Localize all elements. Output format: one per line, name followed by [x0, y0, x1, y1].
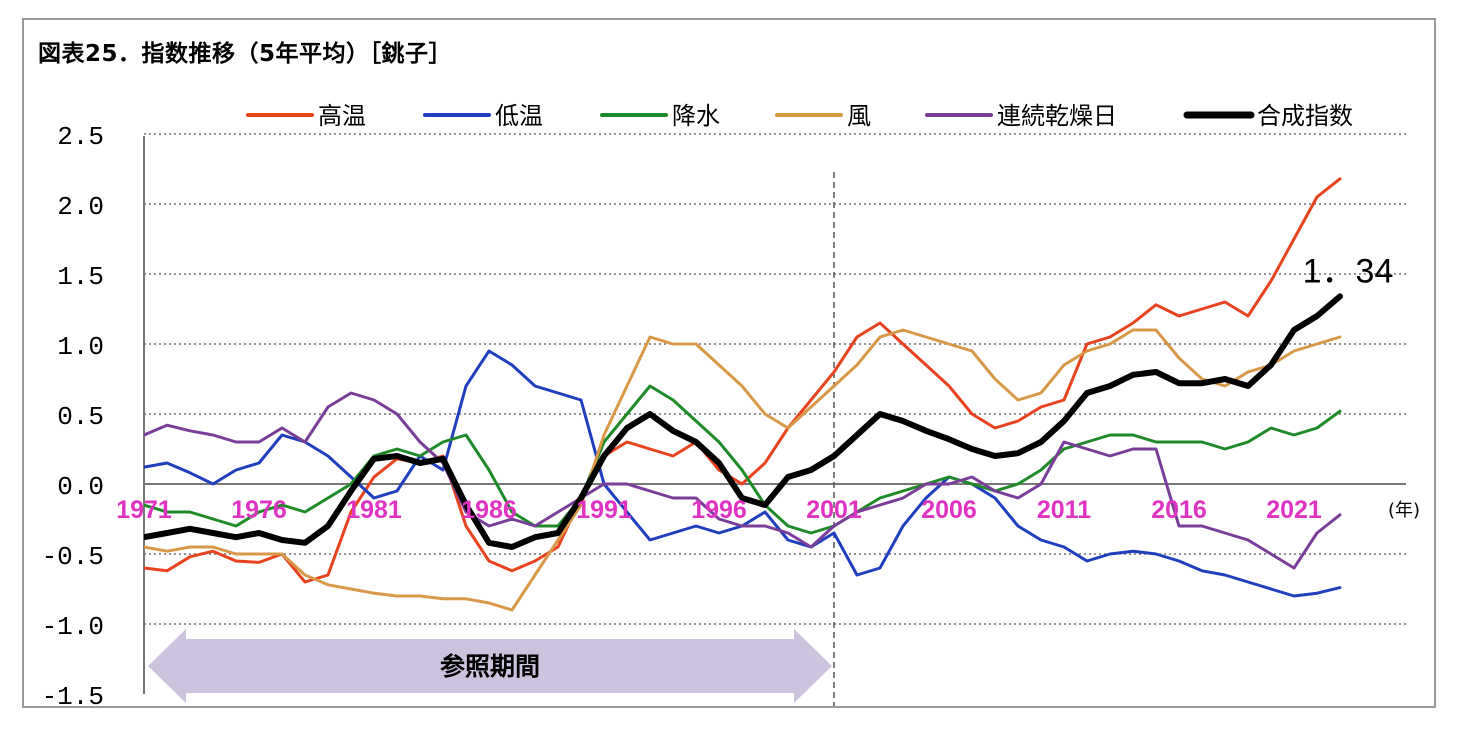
series-layer	[144, 177, 1343, 612]
reference-period-layer: 参照期間	[148, 629, 832, 703]
y-tick-label: -0.5	[42, 542, 104, 572]
y-tick-label: -1.0	[42, 612, 104, 642]
labels: 2.5 2.0 1.5 1.0 0.5 0.0 -0.5 -1.0 -1.5 1971 1976 19…	[42, 122, 1420, 712]
y-tick-label: 1.5	[57, 262, 104, 292]
legend-label-4: 風	[847, 102, 871, 130]
x-tick-label: 1991	[576, 496, 632, 524]
y-tick-label: -1.5	[42, 682, 104, 712]
chart-frame	[22, 18, 1436, 708]
x-tick-label: 1971	[116, 496, 172, 524]
legend-label-6: 合成指数	[1257, 102, 1353, 130]
series-line-4	[144, 328, 1342, 612]
x-tick-label: 1996	[691, 496, 747, 524]
x-tick-label: 2001	[806, 496, 862, 524]
x-tick-label: 2021	[1266, 496, 1322, 524]
series-line-6	[144, 293, 1343, 550]
reference-period-label: 参照期間	[440, 652, 540, 681]
grid	[144, 133, 1406, 625]
y-tick-label: 2.5	[57, 122, 104, 152]
x-tick-label: 1976	[231, 496, 287, 524]
legend: 高温 低温 降水 風 連続乾燥日 合成指数	[246, 102, 1353, 130]
x-tick-label: 2006	[921, 496, 977, 524]
y-tick-label: 2.0	[57, 192, 104, 222]
legend-label-2: 低温	[495, 102, 543, 130]
reference-period-arrow	[148, 629, 832, 703]
y-tick-label: 1.0	[57, 332, 104, 362]
x-tick-label: 2011	[1037, 496, 1091, 524]
y-tick-label: 0.0	[57, 472, 104, 502]
latest-value-annotation: 1．34	[1303, 252, 1394, 290]
series-line-1	[144, 177, 1342, 584]
legend-label-1: 高温	[318, 102, 366, 130]
series-line-3	[144, 384, 1342, 535]
chart-title: 図表25．指数推移（5年平均）［銚子］	[38, 41, 453, 67]
legend-label-5: 連続乾燥日	[997, 102, 1117, 130]
legend-label-3: 降水	[672, 102, 720, 130]
series-line-5	[144, 391, 1342, 570]
x-tick-label: 1986	[461, 496, 517, 524]
x-unit-label: (年)	[1388, 500, 1420, 521]
x-tick-label: 2016	[1151, 496, 1207, 524]
x-tick-label: 1981	[346, 496, 402, 524]
y-tick-label: 0.5	[57, 402, 104, 432]
